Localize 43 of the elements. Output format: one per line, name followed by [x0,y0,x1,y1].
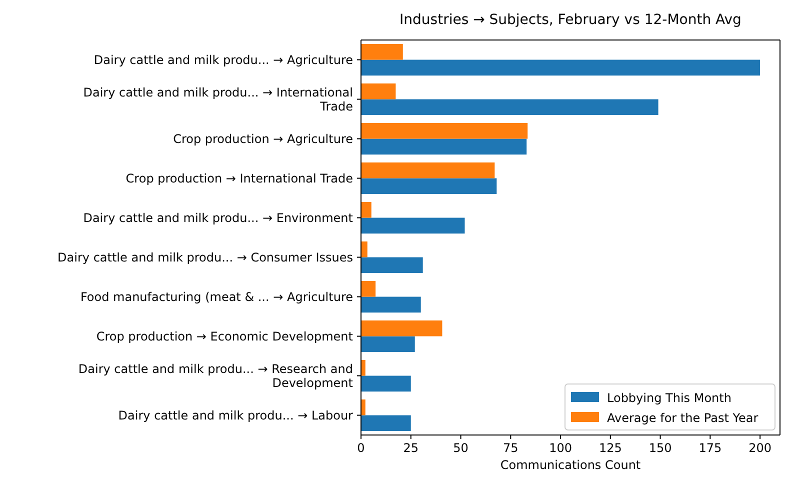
x-tick-label: 200 [748,441,772,455]
bar [361,202,372,218]
y-tick-label: Crop production → International Trade [126,171,353,186]
y-tick-label: Crop production → Agriculture [173,132,353,146]
x-tick-label: 0 [357,441,365,455]
x-tick-label: 50 [453,441,468,455]
x-tick-label: 175 [698,441,722,455]
bar [361,280,376,297]
y-tick-label: Dairy cattle and milk produ... → Labour [118,408,354,422]
y-tick-label: Dairy cattle and milk produ... → Environment [83,210,354,225]
bar [361,360,366,376]
bar [361,138,527,155]
y-tick-label: Crop production → Economic Development [96,329,354,344]
bar [361,162,495,178]
bar [361,376,411,392]
x-tick-label: 100 [549,441,572,455]
bar [361,99,658,116]
bar [361,399,366,416]
bar [361,83,396,100]
y-tick-label: Food manufacturing (meat & ... → Agriculture [80,290,353,304]
x-tick-label: 150 [648,441,672,455]
bar [361,178,497,194]
bar [361,60,760,76]
bar [361,336,415,352]
y-tick-label: Dairy cattle and milk produ... → Agriculture [94,52,353,67]
bar [361,44,403,60]
x-tick-label: 75 [503,441,518,455]
bar [361,257,423,274]
legend-label: Lobbying This Month [607,391,732,405]
x-tick-label: 25 [403,441,419,455]
legend-label: Average for the Past Year [607,411,758,425]
y-tick-label: Dairy cattle and milk produ... → Consumer Issues [58,250,353,264]
y-tick-label: Dairy cattle and milk produ... → Research and Development [78,362,354,390]
bar [361,415,411,432]
bar [361,241,368,258]
chart-title: Industries → Subjects, February vs 12-Month Avg [400,12,742,28]
bar [361,122,528,139]
x-tick-label: 125 [598,441,622,455]
x-axis-title: Communications Count [500,458,641,472]
y-tick-label: Dairy cattle and milk produ... → International Trade [83,85,353,114]
bar [361,296,421,313]
bar [361,218,465,234]
bar [361,320,442,336]
